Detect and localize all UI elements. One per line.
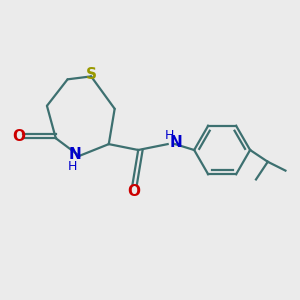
Text: N: N (68, 147, 81, 162)
Text: O: O (127, 184, 140, 199)
Text: H: H (164, 129, 174, 142)
Text: S: S (85, 68, 97, 82)
Text: O: O (13, 129, 26, 144)
Text: H: H (67, 160, 77, 173)
Text: N: N (169, 135, 182, 150)
